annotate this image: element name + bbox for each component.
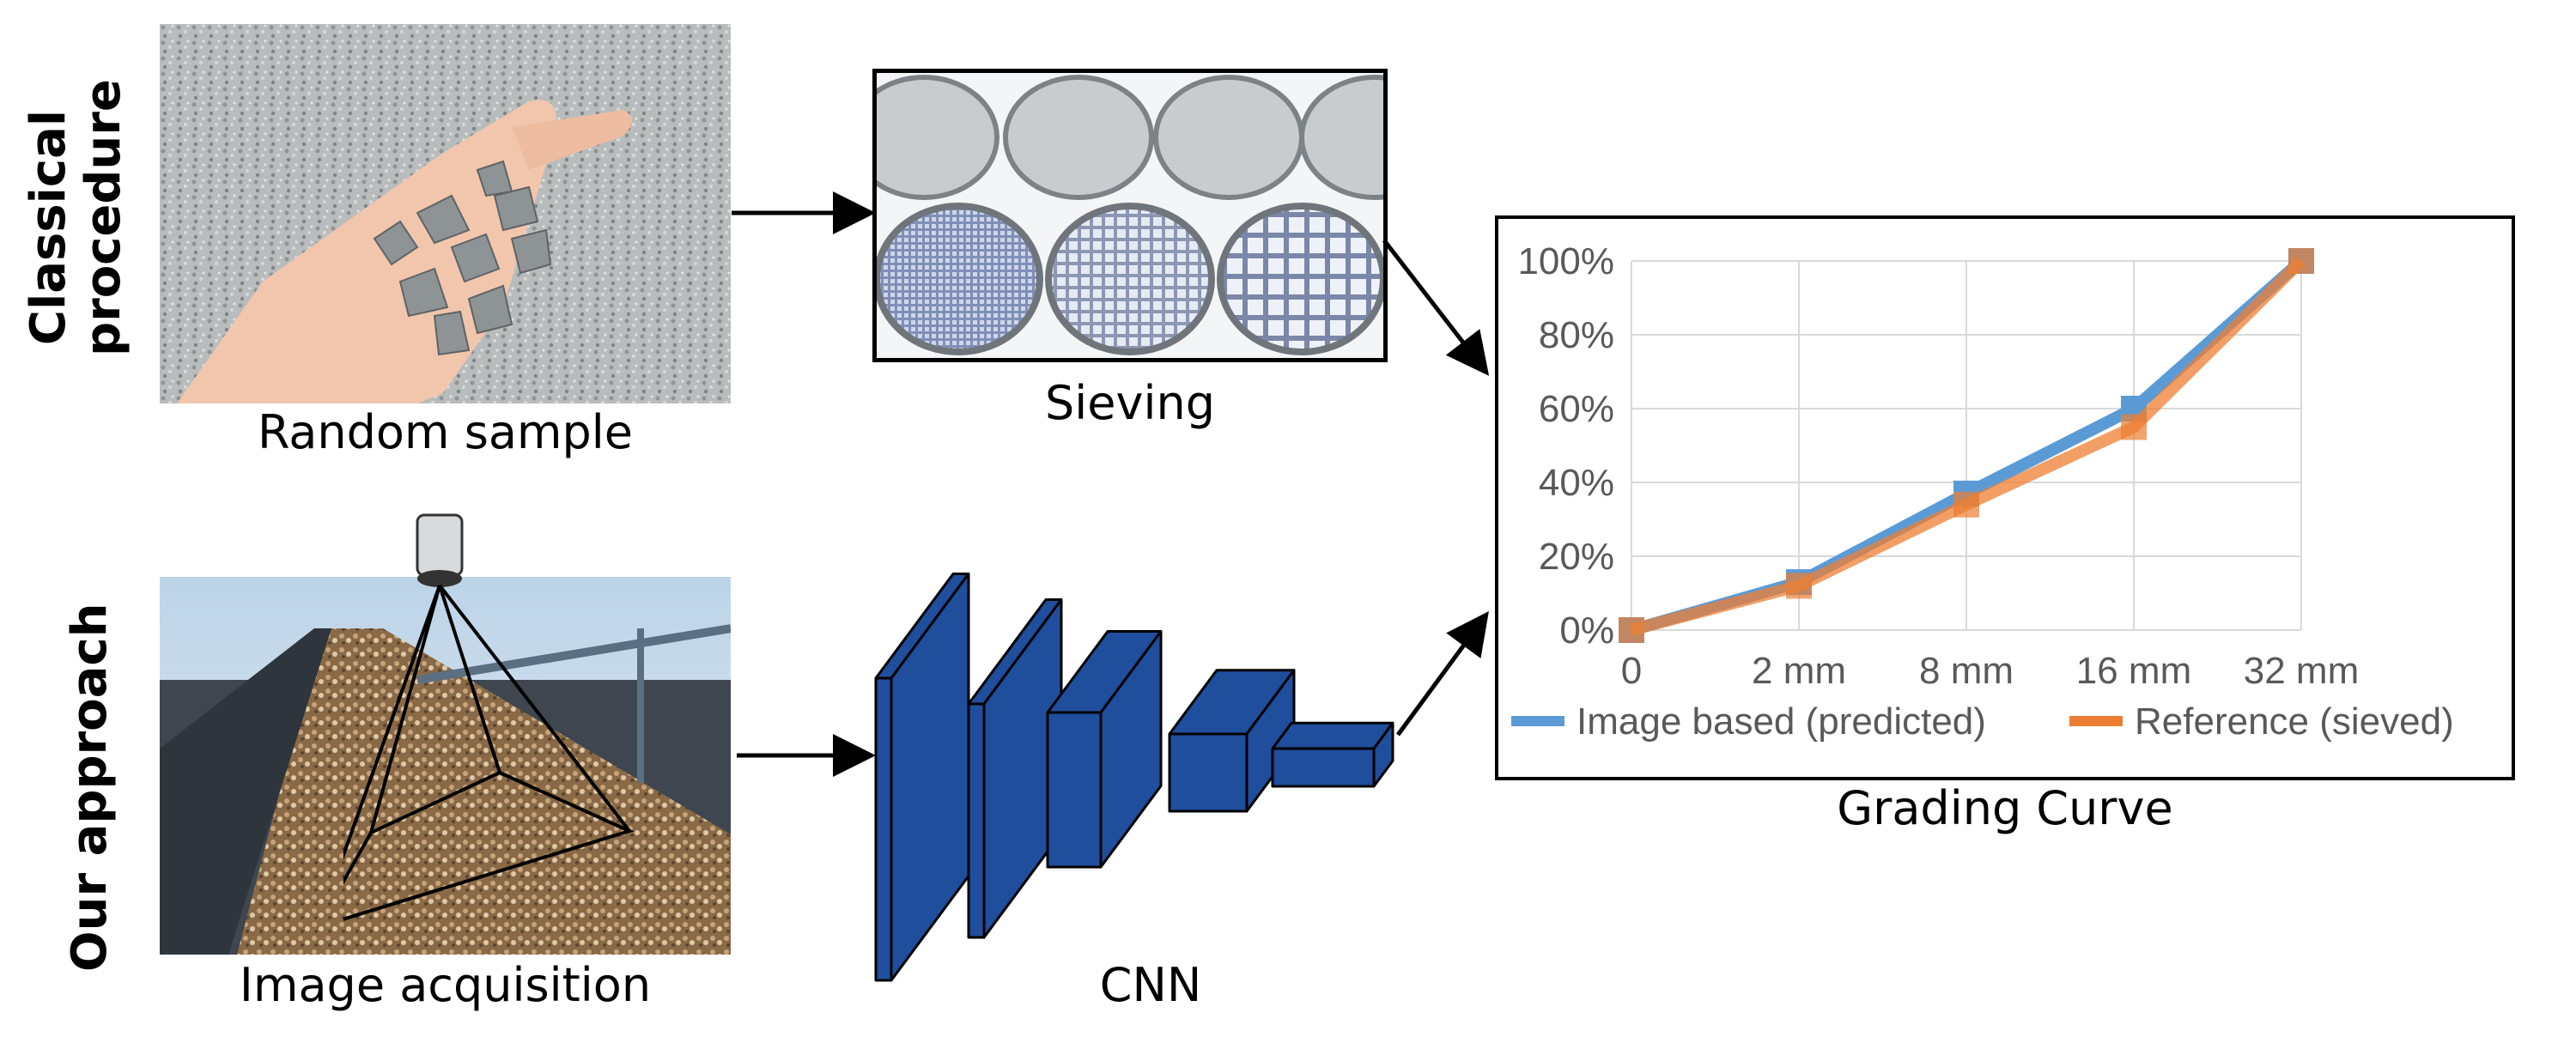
x-tick-label: 16 mm xyxy=(2076,650,2191,692)
grading-curve-chart: 0% 20% 40% 60% 80% 100% 0 2 mm 8 mm 16 mm 32 mm I… xyxy=(1495,215,2515,780)
caption-image-acquisition: Image acquisition xyxy=(239,958,652,1012)
y-tick-label: 100% xyxy=(1517,240,1614,282)
random-sample-image xyxy=(160,24,731,403)
y-tick-label: 20% xyxy=(1539,536,1614,578)
caption-cnn: CNN xyxy=(1099,958,1202,1012)
image-acquisition-image xyxy=(160,577,731,955)
x-tick-label: 32 mm xyxy=(2244,650,2359,692)
data-point xyxy=(1953,491,1979,518)
camera-pyramid xyxy=(343,513,635,921)
camera-icon xyxy=(416,513,464,587)
x-tick-label: 8 mm xyxy=(1919,650,2014,692)
x-tick-label: 2 mm xyxy=(1752,650,1846,692)
cnn-layer-4 xyxy=(1168,669,1296,813)
y-tick-label: 80% xyxy=(1539,314,1614,356)
data-point xyxy=(1786,573,1812,599)
sieving-image xyxy=(872,69,1388,362)
cnn-layer-2 xyxy=(967,598,1063,939)
x-tick-label: 0 xyxy=(1621,650,1642,692)
data-point xyxy=(1619,617,1644,643)
y-tick-label: 40% xyxy=(1539,462,1614,504)
caption-random-sample: Random sample xyxy=(257,405,634,459)
cnn-layer-5 xyxy=(1271,721,1394,788)
data-point xyxy=(2288,248,2314,274)
y-tick-label: 0% xyxy=(1559,609,1614,652)
legend-label: Image based (predicted) xyxy=(1577,700,1986,743)
legend-entry-1: Image based (predicted) xyxy=(1511,700,1986,743)
legend-entry-2: Reference (sieved) xyxy=(2069,700,2454,743)
cnn-layer-3 xyxy=(1046,630,1163,869)
caption-sieving: Sieving xyxy=(1045,376,1215,430)
cnn-diagram xyxy=(874,573,1394,982)
caption-grading-curve: Grading Curve xyxy=(1837,781,2173,835)
cnn-layer-1 xyxy=(874,573,970,982)
data-point xyxy=(2121,414,2147,440)
arrow-cnn-to-curve xyxy=(1395,610,1489,737)
series-2 xyxy=(1619,248,2314,643)
arrow-sieving-to-curve xyxy=(1382,239,1490,376)
legend-label: Reference (sieved) xyxy=(2135,700,2454,743)
y-tick-label: 60% xyxy=(1539,388,1614,430)
